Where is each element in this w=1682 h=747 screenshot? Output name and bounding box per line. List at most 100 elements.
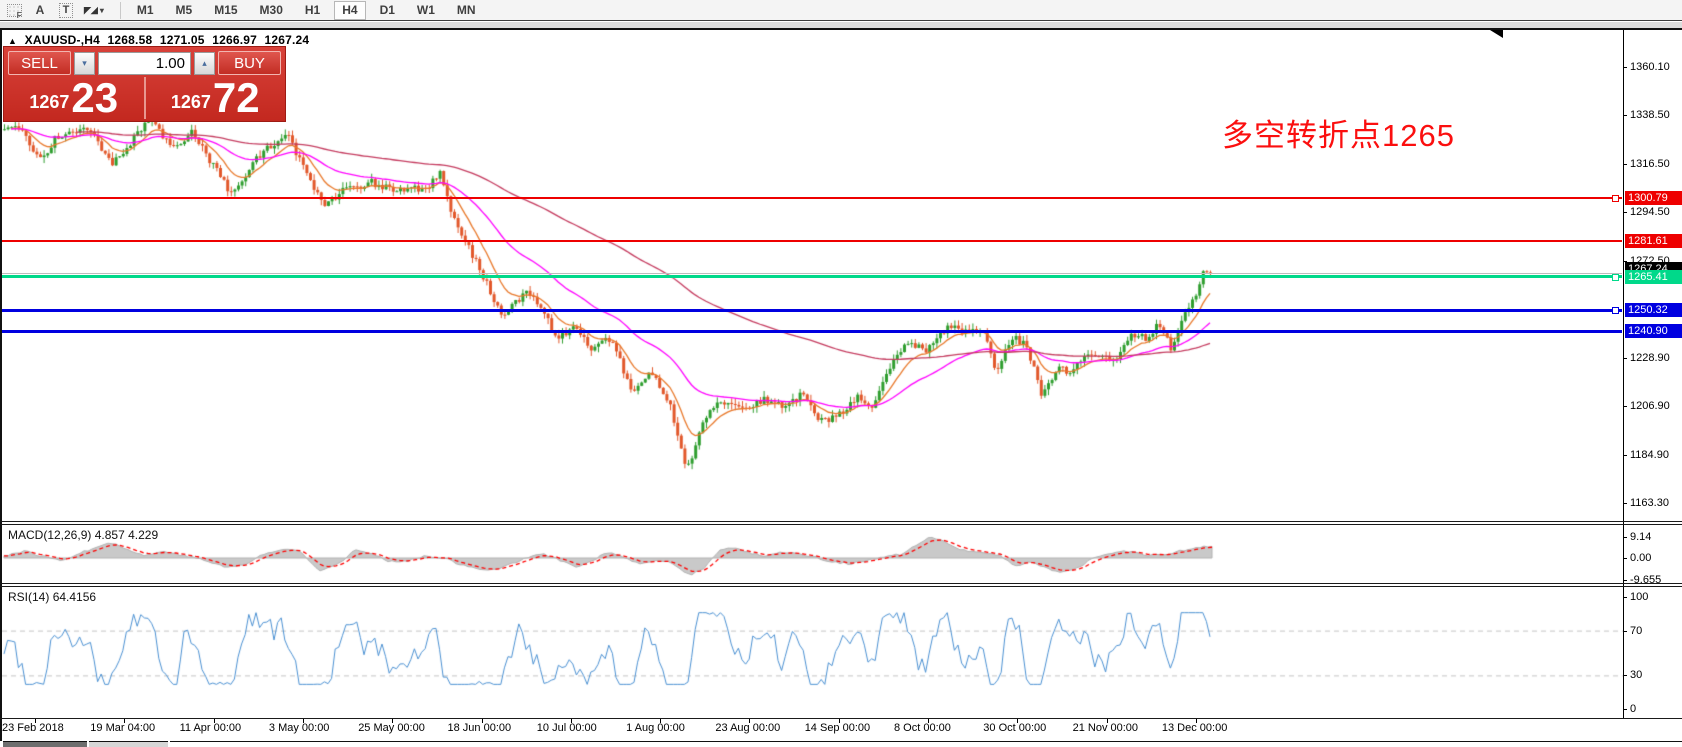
buy-price-main: 1267 bbox=[170, 92, 211, 112]
taskbar-segment[interactable] bbox=[170, 741, 1682, 747]
text-box-icon: T bbox=[58, 2, 74, 18]
date-axis-label: 8 Oct 00:00 bbox=[894, 722, 951, 734]
y-axis-tick bbox=[1623, 455, 1627, 456]
x-axis-tick bbox=[571, 719, 572, 723]
taskbar-segment[interactable] bbox=[89, 741, 168, 747]
y-axis-label: 1360.10 bbox=[1630, 61, 1670, 73]
panel-separator bbox=[0, 586, 1682, 587]
timeframe-button-w1[interactable]: W1 bbox=[416, 3, 435, 17]
price-tag-label: 1250.32 bbox=[1625, 303, 1682, 317]
y-axis-tick bbox=[1623, 67, 1627, 68]
timeframe-button-group: M1 M5 M15 M30 H1 H4 D1 W1 MN bbox=[129, 0, 484, 20]
macd-axis-tick bbox=[1623, 558, 1627, 559]
y-axis-label: 1184.90 bbox=[1630, 449, 1669, 461]
date-axis-label: 21 Nov 00:00 bbox=[1072, 722, 1139, 734]
rsi-axis-label: 100 bbox=[1630, 591, 1649, 603]
toolbar-separator bbox=[119, 1, 121, 19]
volume-increase-button[interactable]: ▴ bbox=[194, 51, 215, 75]
macd-axis-tick bbox=[1623, 537, 1627, 538]
sell-price-pips: 23 bbox=[71, 74, 119, 121]
panel-separator bbox=[0, 521, 1682, 522]
one-click-trading-panel: SELL ▾ ▴ BUY 1267 23 1267 72 bbox=[3, 46, 286, 122]
x-axis-tick bbox=[1107, 719, 1108, 723]
x-axis-tick bbox=[35, 719, 36, 723]
y-axis-tick bbox=[1623, 212, 1627, 213]
rsi-axis-label: 70 bbox=[1630, 625, 1643, 637]
price-axis-line bbox=[1623, 30, 1624, 718]
date-axis-label: 19 Mar 04:00 bbox=[90, 722, 156, 734]
macd-indicator-canvas[interactable] bbox=[2, 525, 1623, 583]
price-tag-label: 1240.90 bbox=[1625, 324, 1682, 338]
panel-separator bbox=[0, 718, 1682, 719]
volume-decrease-button[interactable]: ▾ bbox=[74, 51, 95, 75]
chart-scroll-strip[interactable] bbox=[0, 22, 1682, 28]
panel-separator bbox=[0, 583, 1682, 584]
y-axis-label: 1206.90 bbox=[1630, 400, 1670, 412]
date-axis-label: 14 Sep 00:00 bbox=[804, 722, 871, 734]
timeframe-button-mn[interactable]: MN bbox=[456, 3, 476, 17]
line-selection-marker[interactable] bbox=[1612, 274, 1619, 281]
rsi-indicator-canvas[interactable] bbox=[2, 587, 1623, 718]
font-a-icon[interactable]: A bbox=[35, 3, 45, 17]
x-axis-tick bbox=[839, 719, 840, 723]
x-axis-tick bbox=[1017, 719, 1018, 723]
date-axis-label: 11 Apr 00:00 bbox=[179, 722, 242, 734]
date-axis-label: 10 Jul 00:00 bbox=[536, 722, 597, 734]
top-toolbar: F A T ◤◢ ▾ M1 M5 M15 M30 H1 H4 D1 W1 MN bbox=[0, 0, 1682, 21]
taskbar-segment[interactable] bbox=[3, 741, 87, 747]
horizontal-price-line[interactable] bbox=[2, 330, 1622, 333]
rsi-axis-tick bbox=[1623, 597, 1627, 598]
x-axis-tick bbox=[124, 719, 125, 723]
y-axis-tick bbox=[1623, 115, 1627, 116]
x-axis-tick bbox=[660, 719, 661, 723]
current-price-line bbox=[2, 273, 1622, 274]
horizontal-price-line[interactable] bbox=[2, 197, 1622, 199]
timeframe-button-m15[interactable]: M15 bbox=[214, 3, 238, 17]
rsi-axis-label: 30 bbox=[1630, 669, 1643, 681]
y-axis-label: 1228.90 bbox=[1630, 352, 1670, 364]
buy-price-quote[interactable]: 1267 72 bbox=[146, 77, 286, 119]
macd-axis-label: 9.14 bbox=[1630, 531, 1652, 543]
arrow-objects-icon[interactable]: ◤◢ ▾ bbox=[80, 1, 108, 20]
date-axis-label: 18 Jun 00:00 bbox=[447, 722, 512, 734]
line-selection-marker[interactable] bbox=[1612, 195, 1619, 202]
macd-axis-label: 0.00 bbox=[1630, 552, 1652, 564]
crosshair-grid-f-icon[interactable]: F bbox=[2, 1, 26, 20]
line-selection-marker[interactable] bbox=[1612, 307, 1619, 314]
x-axis-tick bbox=[482, 719, 483, 723]
panel-separator bbox=[0, 524, 1682, 525]
chevron-down-icon: ▾ bbox=[99, 5, 104, 15]
chart-text-annotation: 多空转折点1265 bbox=[1222, 118, 1455, 153]
x-axis-tick bbox=[303, 719, 304, 723]
x-axis-tick bbox=[749, 719, 750, 723]
price-tag-label: 1300.79 bbox=[1625, 191, 1682, 205]
y-axis-tick bbox=[1623, 358, 1627, 359]
timeframe-button-m5[interactable]: M5 bbox=[175, 3, 193, 17]
sell-price-main: 1267 bbox=[29, 92, 70, 112]
date-axis-label: 25 May 00:00 bbox=[358, 722, 425, 734]
volume-input[interactable] bbox=[98, 51, 191, 75]
horizontal-price-line[interactable] bbox=[2, 275, 1622, 278]
timeframe-button-m1[interactable]: M1 bbox=[136, 3, 154, 17]
timeframe-button-m30[interactable]: M30 bbox=[259, 3, 283, 17]
x-axis-tick bbox=[1196, 719, 1197, 723]
timeframe-button-h4[interactable]: H4 bbox=[334, 0, 366, 20]
timeframe-button-d1[interactable]: D1 bbox=[379, 3, 395, 17]
price-tag-label: 1265.41 bbox=[1625, 270, 1682, 284]
y-axis-label: 1294.50 bbox=[1630, 206, 1670, 218]
text-label-icon[interactable]: T bbox=[54, 1, 78, 20]
buy-button[interactable]: BUY bbox=[218, 51, 281, 75]
rsi-axis-tick bbox=[1623, 675, 1627, 676]
sell-button[interactable]: SELL bbox=[8, 51, 71, 75]
date-axis-label: 13 Dec 00:00 bbox=[1161, 722, 1228, 734]
rsi-label: RSI(14) 64.4156 bbox=[8, 590, 97, 604]
sell-price-quote[interactable]: 1267 23 bbox=[4, 77, 146, 119]
timeframe-button-h1[interactable]: H1 bbox=[304, 3, 321, 17]
y-axis-label: 1316.50 bbox=[1630, 158, 1670, 170]
chart-left-border bbox=[0, 28, 2, 741]
price-tag-label: 1281.61 bbox=[1625, 234, 1682, 248]
date-axis-label: 23 Aug 00:00 bbox=[715, 722, 781, 734]
horizontal-price-line[interactable] bbox=[2, 309, 1622, 312]
horizontal-price-line[interactable] bbox=[2, 240, 1622, 242]
